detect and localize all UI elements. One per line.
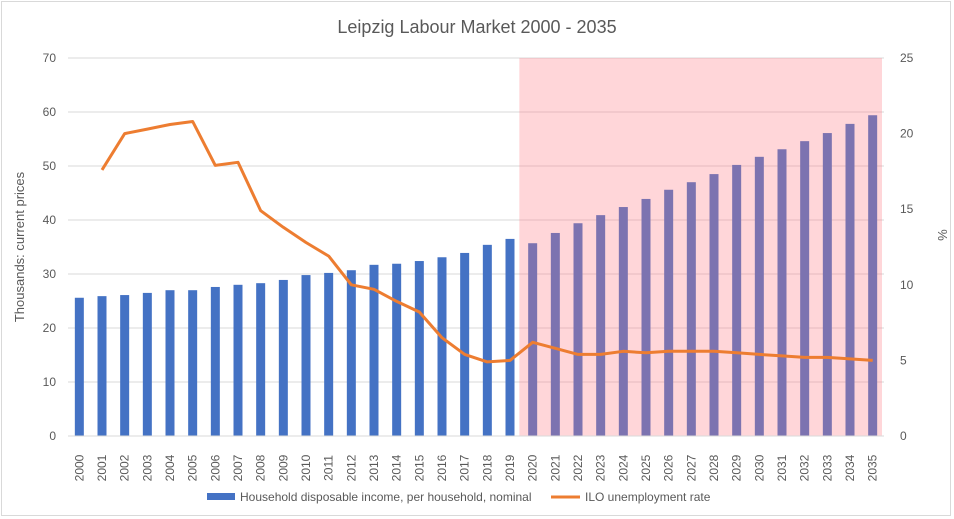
bar-2001	[97, 296, 107, 436]
bar-2030	[754, 156, 764, 436]
bar-2029	[732, 164, 742, 437]
y-tick-label: 10	[43, 375, 57, 389]
y-tick-label: 0	[49, 429, 56, 443]
x-tick-label: 2009	[276, 454, 290, 481]
bar-2026	[664, 189, 674, 436]
x-tick-label: 2010	[299, 454, 313, 481]
bar-2028	[709, 174, 719, 436]
x-tick-label: 2023	[594, 454, 608, 481]
y-tick-label: 40	[43, 213, 57, 227]
x-tick-label: 2030	[752, 454, 766, 481]
x-tick-label: 2012	[344, 454, 358, 481]
chart-title: Leipzig Labour Market 2000 - 2035	[337, 17, 616, 37]
x-tick-label: 2005	[186, 454, 200, 481]
bar-2024	[618, 207, 628, 436]
legend: Household disposable income, per househo…	[207, 490, 711, 504]
y2-axis-label: %	[935, 229, 950, 241]
bar-2021	[550, 232, 560, 436]
bar-2011	[324, 272, 334, 436]
x-tick-label: 2004	[163, 454, 177, 481]
legend-label-unemployment: ILO unemployment rate	[585, 490, 711, 504]
bar-2025	[641, 198, 651, 436]
y-tick-label: 60	[43, 105, 57, 119]
bar-2002	[120, 295, 130, 436]
x-tick-label: 2007	[231, 454, 245, 481]
bar-2027	[686, 182, 696, 436]
bar-2005	[188, 290, 198, 436]
legend-label-income: Household disposable income, per househo…	[240, 490, 532, 504]
bar-2000	[74, 297, 84, 436]
bar-2016	[437, 257, 447, 436]
bar-2009	[278, 279, 288, 436]
bar-2032	[800, 141, 810, 436]
x-tick-label: 2026	[662, 454, 676, 481]
y-tick-label: 70	[43, 51, 57, 65]
x-tick-label: 2035	[866, 454, 880, 481]
x-tick-label: 2029	[730, 454, 744, 481]
bar-2018	[482, 244, 492, 436]
x-tick-label: 2024	[616, 454, 630, 481]
x-tick-label: 2033	[820, 454, 834, 481]
bar-2022	[573, 223, 583, 436]
y-tick-label: 50	[43, 159, 57, 173]
bar-2035	[868, 115, 878, 437]
bar-2013	[369, 264, 379, 436]
y-axis-label: Thousands: current prices	[12, 171, 27, 322]
bar-2023	[596, 215, 606, 436]
x-tick-label: 2003	[140, 454, 154, 481]
x-tick-label: 2013	[367, 454, 381, 481]
bar-2012	[346, 270, 356, 436]
bar-2015	[414, 261, 424, 436]
bar-2034	[845, 123, 855, 436]
x-tick-label: 2014	[390, 454, 404, 481]
bar-2014	[392, 263, 402, 436]
x-tick-label: 2019	[503, 454, 517, 481]
y2-tick-label: 0	[900, 429, 907, 443]
x-tick-label: 2002	[118, 454, 132, 481]
x-tick-label: 2006	[208, 454, 222, 481]
x-tick-label: 2001	[95, 454, 109, 481]
x-tick-label: 2017	[458, 454, 472, 481]
y-tick-label: 20	[43, 321, 57, 335]
bar-2010	[301, 275, 311, 436]
y2-tick-label: 10	[900, 278, 914, 292]
bar-2033	[822, 133, 832, 436]
x-tick-label: 2008	[254, 454, 268, 481]
bar-2003	[142, 292, 152, 436]
x-tick-label: 2015	[412, 454, 426, 481]
x-tick-label: 2000	[72, 454, 86, 481]
bar-2006	[210, 286, 220, 436]
x-tick-label: 2027	[684, 454, 698, 481]
bar-2031	[777, 149, 787, 436]
bar-2004	[165, 290, 175, 436]
x-tick-label: 2016	[435, 454, 449, 481]
y2-tick-label: 25	[900, 51, 914, 65]
bar-2019	[505, 238, 515, 436]
bar-2020	[528, 243, 538, 436]
x-tick-label: 2021	[548, 454, 562, 481]
x-tick-label: 2028	[707, 454, 721, 481]
y2-tick-label: 20	[900, 127, 914, 141]
forecast-shade	[519, 58, 882, 436]
bar-2008	[256, 283, 266, 436]
legend-swatch-income	[207, 493, 235, 500]
bar-2017	[460, 252, 470, 436]
x-tick-label: 2011	[322, 455, 336, 481]
x-tick-label: 2031	[775, 454, 789, 481]
y2-tick-label: 5	[900, 353, 907, 367]
bar-2007	[233, 284, 243, 436]
y2-tick-label: 15	[900, 202, 914, 216]
x-tick-label: 2034	[843, 454, 857, 481]
x-tick-label: 2025	[639, 454, 653, 481]
x-tick-label: 2022	[571, 454, 585, 481]
x-tick-label: 2020	[526, 454, 540, 481]
x-tick-label: 2018	[480, 454, 494, 481]
x-tick-label: 2032	[798, 454, 812, 481]
y-tick-label: 30	[43, 267, 57, 281]
